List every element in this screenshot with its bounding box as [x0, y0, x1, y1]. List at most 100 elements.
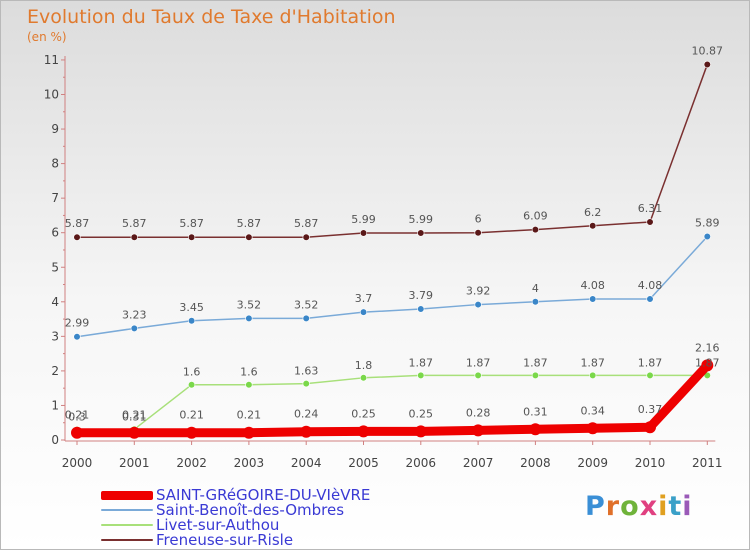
data-label-livet: 1.87 — [638, 356, 663, 369]
data-label-saint-gregoire: 2.16 — [695, 341, 720, 354]
legend-item-livet: Livet-sur-Authou — [101, 516, 280, 534]
x-tick-label: 2007 — [463, 456, 494, 470]
data-point-saint-benoit — [359, 308, 368, 316]
data-point-saint-gregoire — [128, 426, 141, 439]
data-point-saint-benoit — [130, 324, 138, 333]
data-point-freneuse — [474, 229, 482, 237]
data-point-freneuse — [302, 233, 310, 241]
data-label-saint-benoit: 3.45 — [179, 301, 204, 314]
data-label-freneuse: 5.87 — [179, 217, 204, 230]
data-label-saint-gregoire: 0.24 — [294, 408, 319, 421]
data-point-saint-benoit — [646, 295, 654, 303]
data-label-livet: 1.87 — [409, 356, 434, 369]
legend-label: Freneuse-sur-Risle — [156, 531, 294, 549]
data-point-saint-gregoire — [185, 426, 198, 439]
data-label-saint-benoit: 5.89 — [695, 217, 720, 230]
data-label-saint-gregoire: 0.25 — [351, 407, 376, 420]
data-point-livet — [474, 371, 482, 379]
legend-label: Saint-Benoît-des-Ombres — [156, 501, 345, 519]
x-tick-label: 2004 — [291, 456, 322, 470]
unit-label: (en %) — [27, 30, 67, 44]
y-tick-label: 9 — [51, 122, 59, 136]
data-label-saint-benoit: 4 — [532, 282, 539, 295]
data-label-saint-benoit: 3.79 — [409, 289, 434, 302]
data-point-saint-gregoire — [586, 422, 599, 435]
series-saint-benoit — [73, 232, 711, 341]
legend-item-saint-benoit: Saint-Benoît-des-Ombres — [101, 501, 345, 519]
x-tick-label: 2005 — [348, 456, 379, 470]
data-point-saint-benoit — [703, 232, 711, 241]
data-point-freneuse — [703, 60, 711, 69]
data-point-freneuse — [646, 218, 654, 226]
data-label-freneuse: 6.2 — [584, 206, 602, 219]
data-point-freneuse — [417, 229, 425, 237]
data-label-livet: 1.87 — [523, 356, 548, 369]
data-point-livet — [245, 381, 253, 389]
data-label-freneuse: 6.09 — [523, 210, 548, 223]
data-label-saint-benoit: 4.08 — [580, 279, 605, 292]
data-point-livet — [359, 374, 368, 382]
x-tick-label: 2001 — [119, 456, 150, 470]
data-label-freneuse: 5.87 — [65, 217, 90, 230]
data-label-saint-gregoire: 0.34 — [580, 404, 605, 417]
logo-letter: i — [682, 491, 693, 522]
data-label-livet: 1.6 — [183, 366, 201, 379]
legend-item-freneuse: Freneuse-sur-Risle — [101, 531, 294, 549]
data-label-livet: 0.31 — [122, 410, 147, 423]
data-label-livet: 1.8 — [355, 359, 373, 372]
data-label-freneuse: 5.87 — [237, 217, 262, 230]
x-tick-label: 2009 — [577, 456, 608, 470]
data-labels: 0.21 0.21 0.21 0.21 0.24 0.25 0.25 0.28 0.31 0.34… — [65, 44, 723, 423]
logo-letter: x — [639, 491, 659, 522]
data-point-saint-benoit — [531, 298, 540, 306]
data-label-saint-benoit: 3.7 — [355, 292, 373, 305]
data-point-saint-gregoire — [71, 426, 83, 439]
x-tick-label: 2011 — [692, 456, 723, 470]
data-point-livet — [589, 371, 597, 379]
series-line-freneuse — [76, 63, 709, 238]
data-label-saint-benoit: 2.99 — [65, 317, 90, 330]
data-point-saint-benoit — [302, 314, 310, 322]
data-label-freneuse: 5.87 — [122, 217, 147, 230]
legend-label: Livet-sur-Authou — [156, 516, 280, 534]
data-label-freneuse: 10.87 — [692, 44, 724, 57]
data-point-livet — [646, 371, 654, 379]
legend-swatch — [101, 490, 153, 500]
x-tick-label: 2000 — [62, 456, 93, 470]
data-point-freneuse — [589, 222, 597, 230]
y-tick-label: 5 — [51, 260, 59, 274]
y-tick-label: 7 — [51, 191, 59, 205]
proxiti-logo: Proxiti — [585, 491, 693, 522]
logo-letter: r — [605, 491, 621, 522]
data-label-freneuse: 6.31 — [638, 202, 663, 215]
data-label-saint-gregoire: 0.21 — [237, 409, 262, 422]
x-tick-label: 2002 — [176, 456, 207, 470]
legend-swatch — [101, 539, 153, 541]
y-tick-label: 3 — [51, 329, 59, 343]
y-tick-label: 6 — [51, 226, 59, 240]
data-label-saint-gregoire: 0.21 — [122, 409, 147, 422]
legend-swatch — [101, 509, 153, 511]
data-point-saint-benoit — [245, 314, 253, 322]
series-line-saint-benoit — [76, 235, 709, 338]
data-point-livet — [417, 371, 425, 379]
data-label-saint-gregoire: 0.21 — [65, 409, 90, 422]
data-point-freneuse — [359, 229, 368, 237]
data-point-saint-gregoire — [242, 426, 255, 439]
logo-letter: o — [620, 491, 640, 522]
data-label-freneuse: 6 — [475, 213, 482, 226]
chart-title: Evolution du Taux de Taxe d'Habitation — [27, 6, 396, 28]
data-point-saint-gregoire — [644, 421, 656, 434]
data-point-livet — [188, 381, 196, 389]
data-point-saint-benoit — [474, 300, 482, 309]
data-label-saint-gregoire: 0.28 — [466, 406, 491, 419]
y-tick-label: 0 — [51, 433, 59, 447]
data-point-saint-gregoire — [414, 425, 427, 438]
logo-letter: t — [668, 491, 683, 522]
data-point-saint-benoit — [589, 295, 597, 303]
y-tick-label: 11 — [44, 53, 59, 67]
data-label-saint-benoit: 3.52 — [237, 298, 262, 311]
data-point-saint-gregoire — [300, 425, 313, 438]
data-label-freneuse: 5.99 — [409, 213, 434, 226]
